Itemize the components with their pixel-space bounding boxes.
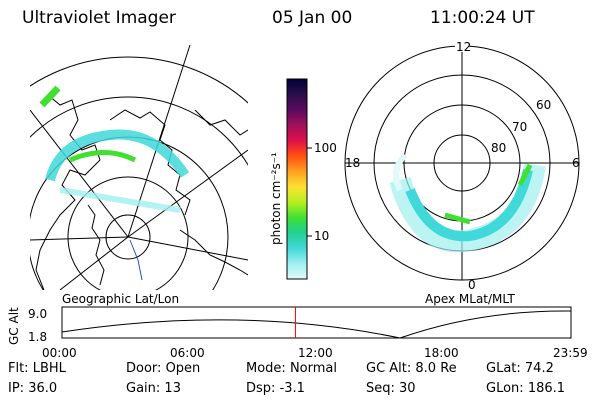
status-dsp: Dsp: -3.1 xyxy=(246,381,305,396)
terminator-line xyxy=(129,239,143,281)
geo-lat-circle xyxy=(30,56,248,290)
colorbar-tick-label-100: 100 xyxy=(314,141,337,155)
status-gain: Gain: 13 xyxy=(126,381,181,396)
colorbar-unit-label: photon cm⁻²s⁻¹ xyxy=(269,152,283,245)
coastline xyxy=(35,94,101,290)
coastline xyxy=(179,229,248,276)
geographic-projection xyxy=(30,44,248,290)
geo-meridian xyxy=(30,236,129,241)
geo-lat-circle xyxy=(105,214,151,260)
geo-lat-circle xyxy=(67,176,189,290)
alt-tick-min: 1.8 xyxy=(28,330,47,344)
time-tick: 12:00 xyxy=(298,346,333,360)
geo-meridian xyxy=(127,236,248,261)
geo-aurora-oval xyxy=(39,85,190,213)
coastline xyxy=(194,109,248,136)
mag-aurora-oval xyxy=(389,152,546,253)
time-tick: 00:00 xyxy=(42,346,77,360)
geo-meridian xyxy=(59,236,129,290)
mlt-label-6: 6 xyxy=(572,156,580,170)
status-door: Door: Open xyxy=(126,361,201,376)
mlat-label-70: 70 xyxy=(512,120,527,134)
time-tick: 23:59 xyxy=(553,346,588,360)
time-tick: 18:00 xyxy=(424,346,459,360)
geo-meridian xyxy=(127,149,248,238)
geo-panel-label: Geographic Lat/Lon xyxy=(62,292,179,306)
mlt-label-12: 12 xyxy=(456,40,471,54)
label-bg xyxy=(455,40,469,52)
mag-panel-label: Apex MLat/MLT xyxy=(425,292,515,306)
status-ip: IP: 36.0 xyxy=(8,381,58,396)
colorbar xyxy=(286,78,308,280)
status-gc-alt: GC Alt: 8.0 Re xyxy=(366,361,457,376)
mlat-label-60: 60 xyxy=(536,98,551,112)
status-seq: Seq: 30 xyxy=(366,381,416,396)
status-filter: Flt: LBHL xyxy=(8,361,66,376)
geo-lat-circle xyxy=(30,96,248,290)
colorbar-tick-label-10: 10 xyxy=(314,229,329,243)
timeline-frame xyxy=(61,306,572,339)
mlt-label-18: 18 xyxy=(345,156,360,170)
mlat-label-80: 80 xyxy=(491,141,506,155)
time-tick: 06:00 xyxy=(170,346,205,360)
coastline xyxy=(87,204,105,286)
status-glon: GLon: 186.1 xyxy=(486,381,566,396)
coastline xyxy=(109,109,191,216)
date-label: 05 Jan 00 xyxy=(272,8,353,28)
status-glat: GLat: 74.2 xyxy=(486,361,554,376)
instrument-title: Ultraviolet Imager xyxy=(22,8,176,28)
timeline-axis-label: GC Alt xyxy=(7,307,21,345)
mlt-label-0: 0 xyxy=(468,278,476,292)
time-label: 11:00:24 UT xyxy=(430,8,535,28)
status-mode: Mode: Normal xyxy=(246,361,337,376)
alt-tick-max: 9.0 xyxy=(28,307,47,321)
altitude-curve xyxy=(61,310,572,339)
